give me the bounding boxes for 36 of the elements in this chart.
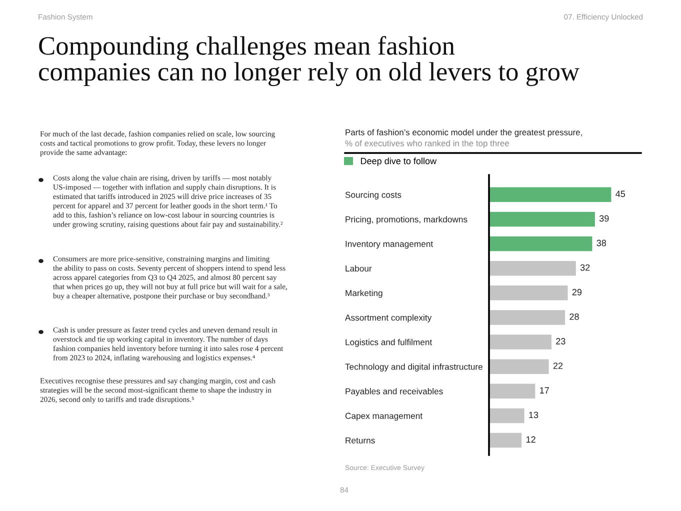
bar <box>489 212 595 227</box>
bar <box>489 384 536 399</box>
data-label: 17 <box>540 387 549 394</box>
data-label: 39 <box>599 215 609 222</box>
bar <box>489 334 552 350</box>
y-tick-label: Labour <box>346 265 372 272</box>
y-tick-label: Payables and receivables <box>346 388 443 396</box>
data-label: 29 <box>572 288 582 296</box>
y-tick-label: Technology and digital infrastructure <box>345 363 482 372</box>
y-tick-label: Logistics and fulfilment <box>346 338 432 347</box>
chart-subtitle: Parts of fashion’s economic model under the greatest pressure, % of executives who ranked in the top three <box>345 129 582 148</box>
y-tick-label: Sourcing costs <box>345 192 402 200</box>
data-label: 32 <box>580 264 590 271</box>
data-label: 13 <box>529 412 538 418</box>
bar <box>489 310 566 325</box>
data-label: 38 <box>596 240 606 246</box>
y-tick-label: Capex management <box>345 412 422 421</box>
y-tick-label: Inventory management <box>346 240 434 249</box>
y-tick-label: Pricing, promotions, markdowns <box>346 216 468 224</box>
bar <box>489 432 522 448</box>
data-label: 23 <box>556 338 566 344</box>
y-tick-label: Assortment complexity <box>345 314 432 322</box>
data-label: 28 <box>570 313 579 320</box>
chart-title: Compounding challenges mean fashion companies can no longer rely on old levers to grow <box>39 36 580 86</box>
data-label: 45 <box>616 190 626 198</box>
y-tick-label: Returns <box>346 437 375 444</box>
bar <box>489 187 612 202</box>
legend-label: Deep dive to follow <box>360 158 437 166</box>
bar <box>489 236 592 252</box>
bar <box>489 408 524 424</box>
bar <box>489 286 568 300</box>
bar <box>489 359 549 374</box>
data-label: 12 <box>526 436 536 443</box>
y-tick-label: Marketing <box>346 290 382 298</box>
data-label: 22 <box>553 362 563 369</box>
bar <box>489 260 576 276</box>
